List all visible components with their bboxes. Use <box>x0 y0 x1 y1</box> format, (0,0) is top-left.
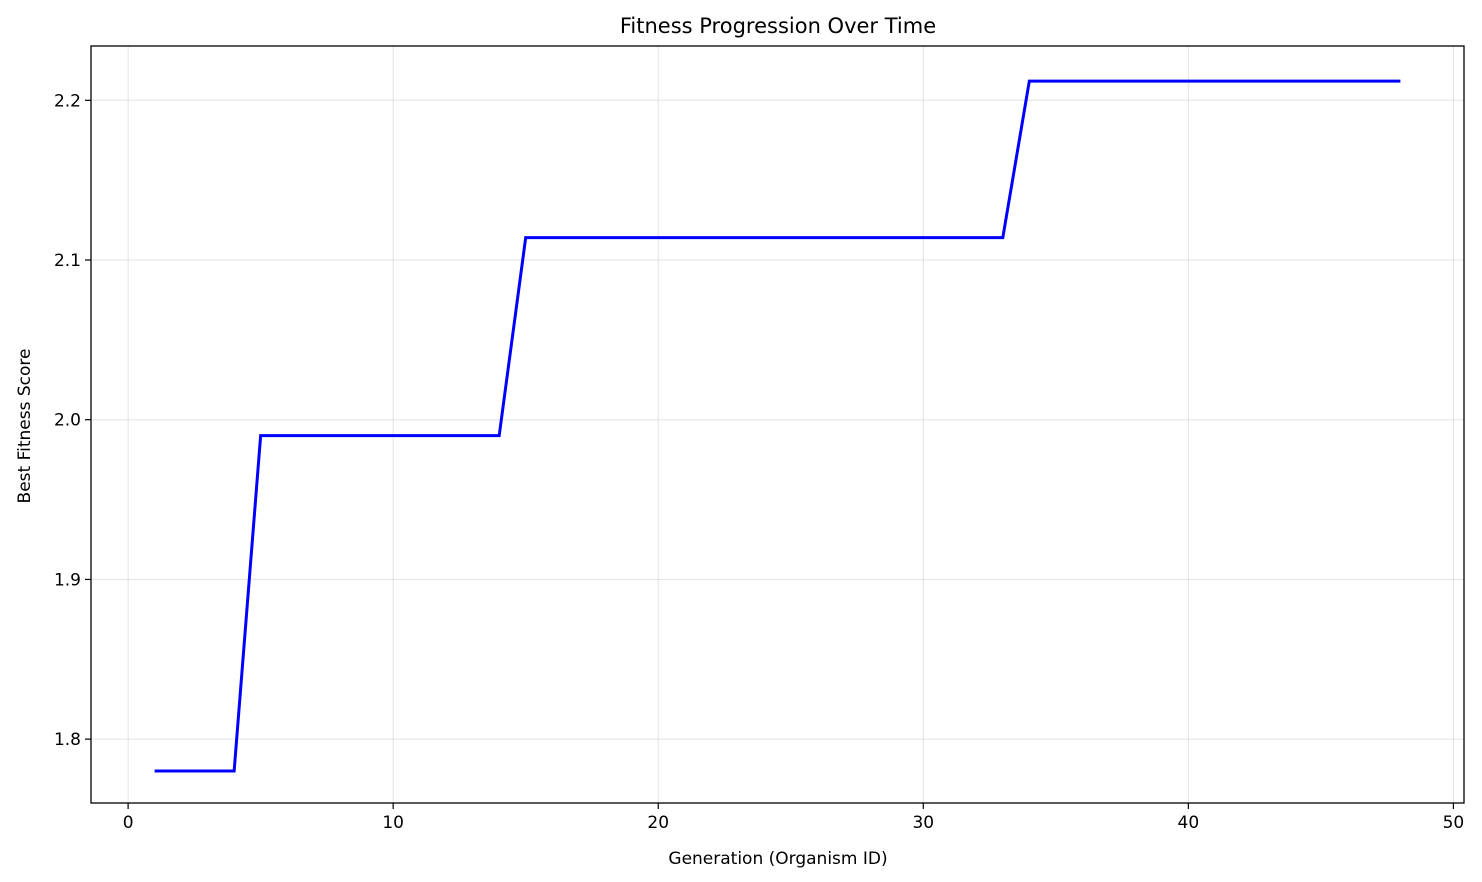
chart-title: Fitness Progression Over Time <box>620 14 936 38</box>
x-tick-label: 20 <box>647 813 669 833</box>
x-tick-label: 10 <box>382 813 404 833</box>
x-tick-label: 40 <box>1178 813 1200 833</box>
grid-lines <box>91 46 1464 803</box>
x-tick-label: 0 <box>123 813 134 833</box>
x-tick-label: 30 <box>912 813 934 833</box>
y-tick-label: 2.1 <box>54 251 81 271</box>
y-tick-label: 1.8 <box>54 730 81 750</box>
y-tick-label: 2.2 <box>54 91 81 111</box>
x-axis-title: Generation (Organism ID) <box>668 849 887 869</box>
y-axis-title: Best Fitness Score <box>15 349 35 504</box>
x-tick-label: 50 <box>1443 813 1465 833</box>
y-tick-label: 2.0 <box>54 411 81 431</box>
y-tick-label: 1.9 <box>54 570 81 590</box>
plot-frame <box>90 45 1465 804</box>
axes: 0 10 20 30 40 50 1.8 1.9 2.0 2.1 2.2 <box>54 45 1465 833</box>
series-line-1 <box>154 79 1401 773</box>
